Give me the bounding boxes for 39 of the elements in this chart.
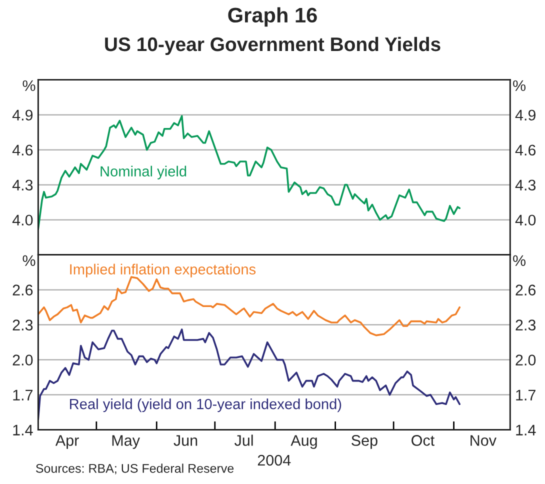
y-tick-label: 4.0 [12, 214, 33, 226]
x-tick-label: Jul [234, 434, 253, 446]
y-tick-label: 2.0 [12, 354, 33, 366]
y-axis-title: % [22, 255, 36, 266]
y-tick-label: 4.9 [12, 110, 33, 121]
y-tick-label: 4.6 [12, 144, 33, 156]
y2-axis-title: % [513, 80, 526, 92]
y-tick-label: 1.4 [13, 424, 33, 436]
series-label: Nominal yield [100, 166, 186, 180]
y-axis-title: % [22, 80, 36, 92]
y2-tick-label: 4.9 [515, 110, 536, 121]
y-tick-label: 1.7 [13, 390, 33, 400]
chart-subtitle: US 10-year Government Bond Yields [105, 36, 440, 56]
y2-axis-title: % [513, 255, 526, 266]
x-axis-title: 2004 [258, 454, 291, 466]
line-series [38, 276, 461, 336]
y2-tick-label: 1.7 [516, 390, 536, 400]
line-series [38, 115, 461, 230]
x-tick-label: Apr [55, 435, 79, 449]
series-label: Real yield (yield on 10-year indexed bond) [70, 398, 342, 412]
y2-tick-label: 4.6 [515, 144, 536, 156]
y2-tick-label: 4.3 [515, 180, 536, 191]
y2-tick-label: 2.0 [516, 354, 536, 366]
y2-tick-label: 2.3 [516, 320, 536, 330]
y2-tick-label: 4.0 [515, 214, 536, 226]
series-label: Implied inflation expectations [70, 264, 256, 278]
y-tick-label: 4.3 [12, 180, 33, 191]
x-tick-label: Nov [470, 435, 496, 446]
y2-tick-label: 2.6 [516, 284, 536, 296]
x-tick-label: Oct [412, 435, 434, 446]
x-tick-label: Sep [352, 435, 378, 449]
y-tick-label: 2.3 [12, 320, 33, 330]
x-tick-label: May [112, 435, 140, 449]
x-tick-label: Aug [290, 435, 317, 449]
y2-tick-label: 1.4 [516, 424, 536, 436]
y-tick-label: 2.6 [12, 284, 33, 296]
x-tick-label: Jun [174, 435, 198, 446]
source-note: Sources: RBA; US Federal Reserve [36, 464, 234, 474]
chart-title: Graph 16 [228, 7, 317, 27]
